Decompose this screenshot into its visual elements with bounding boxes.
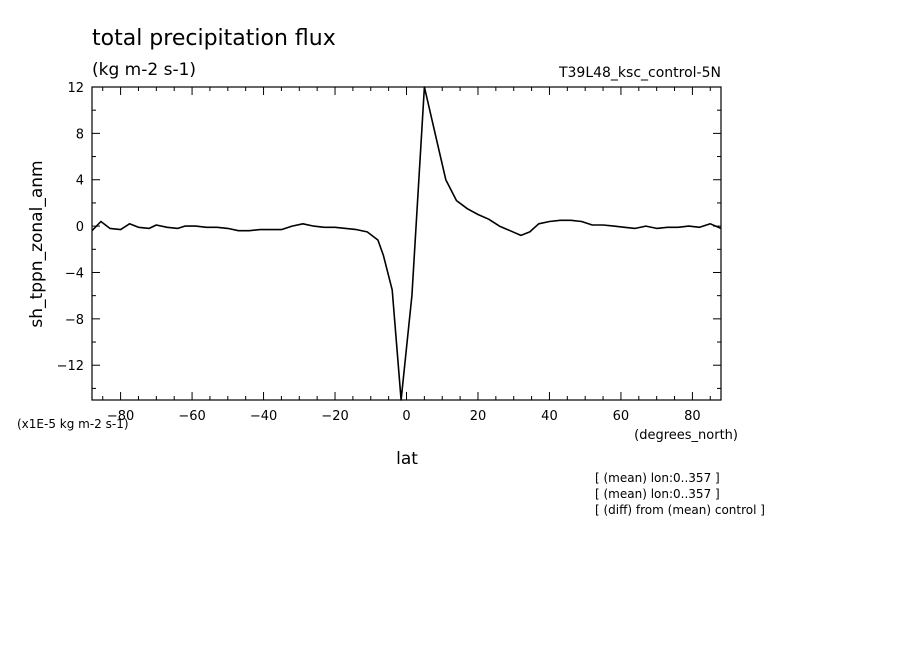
x-tick-label: −20: [321, 409, 348, 424]
y-tick-label: 8: [76, 127, 84, 142]
y-scale-note: (x1E-5 kg m-2 s-1): [17, 417, 129, 431]
x-tick-label: 20: [470, 409, 487, 424]
x-tick-label: 60: [613, 409, 630, 424]
y-tick-label: 4: [76, 174, 84, 189]
y-tick-label: 12: [67, 81, 84, 96]
note-line-2: [ (mean) lon:0..357 ]: [595, 487, 720, 501]
x-tick-label: −80: [107, 409, 134, 424]
note-line-1: [ (mean) lon:0..357 ]: [595, 471, 720, 485]
chart-subtitle: (kg m-2 s-1): [92, 60, 196, 80]
series-line: [91, 86, 722, 401]
y-axis-ticks: 12 8 4 0 −4 −8 −12: [57, 81, 721, 389]
note-line-3: [ (diff) from (mean) control ]: [595, 503, 765, 517]
y-tick-label: −8: [65, 313, 84, 328]
x-axis-ticks: −80 −60 −40 −20 0 20 40 60 80: [102, 87, 711, 424]
notes-block: [ (mean) lon:0..357 ] [ (mean) lon:0..35…: [595, 471, 765, 517]
series-group: [91, 86, 722, 401]
x-tick-label: −40: [250, 409, 277, 424]
y-tick-label: 0: [76, 220, 84, 235]
x-axis-label: lat: [396, 449, 418, 469]
x-tick-label: 0: [402, 409, 410, 424]
y-tick-label: −12: [57, 359, 84, 374]
x-tick-label: −60: [178, 409, 205, 424]
x-units-label: (degrees_north): [634, 428, 738, 443]
chart-title: total precipitation flux: [92, 26, 336, 51]
x-tick-label: 80: [684, 409, 701, 424]
y-tick-label: −4: [65, 266, 84, 281]
run-label: T39L48_ksc_control-5N: [558, 65, 721, 81]
y-axis-label: sh_tppn_zonal_anm: [27, 160, 47, 327]
x-tick-label: 40: [541, 409, 558, 424]
